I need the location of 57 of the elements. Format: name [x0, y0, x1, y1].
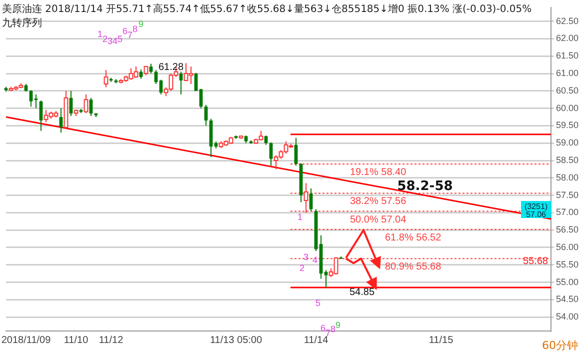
y-tick-label: 59.50 [556, 120, 579, 130]
y-tick-label: 61.50 [556, 50, 579, 61]
text: 九转序列 [2, 17, 42, 29]
y-tick-label: 56.00 [556, 242, 579, 252]
y-tick-label: 61.00 [556, 68, 579, 78]
ref-line-label: 50.0% 57.04 [350, 214, 407, 226]
y-tick-label: 55.50 [556, 259, 579, 270]
annotation: 1 [97, 29, 103, 39]
annotation: 8 [132, 24, 138, 34]
annotation: 3 [303, 252, 309, 262]
annotation: (3251) 57.06 [524, 202, 548, 219]
y-tick-label: 62.50 [556, 16, 579, 26]
text: 60分钟 [542, 339, 578, 352]
annotation: 1 [297, 212, 303, 222]
y-tick-label: 60.00 [556, 102, 579, 113]
annotation: 5 [117, 34, 123, 44]
candlestick [269, 142, 273, 166]
x-tick-label: 11/10 [64, 334, 89, 346]
annotation: 61.28 [158, 62, 184, 73]
y-tick-label: 54.50 [556, 294, 579, 304]
y-tick-label: 58.50 [556, 154, 579, 165]
ref-line-label: 61.8% 56.52 [385, 232, 442, 244]
annotation: 9 [335, 320, 341, 330]
annotation: 2 [102, 34, 108, 44]
y-tick-label: 57.00 [556, 207, 579, 218]
y-tick-label: 58.00 [556, 172, 579, 182]
annotation: 54.85 [349, 287, 375, 298]
y-tick-label: 60.50 [556, 85, 579, 96]
chart-title: 美原油连 2018/11/14 开55.71↑高55.74↑低55.67↑收55.68↓量563↓仓855185↓增0 振0.13% 涨(-0.03)-0.05% [2, 3, 532, 15]
x-tick-label: 11/13 05:00 [210, 334, 262, 346]
annotation: 6 [122, 26, 128, 36]
annotation: 5 [315, 298, 321, 308]
ref-line-label: 19.1% 58.40 [350, 166, 407, 178]
annotation: 58.2-58 [397, 179, 453, 194]
annotation: 55.68 [522, 256, 548, 267]
ref-line-label: 38.2% 57.56 [350, 196, 407, 208]
candlestick [34, 94, 38, 109]
x-tick-label: 11/15 [428, 334, 454, 346]
x-tick-label: 2018/11/09 [1, 334, 52, 346]
annotation: 2 [299, 263, 305, 273]
annotation: 9 [138, 19, 144, 29]
annotation: 4 [312, 255, 318, 265]
x-tick-label: 11/12 [98, 334, 124, 346]
annotation: 8 [330, 324, 336, 334]
annotation: 4 [112, 36, 118, 46]
y-tick-label: 57.50 [556, 190, 579, 200]
y-tick-label: 62.00 [556, 33, 579, 44]
ref-line-label: 80.9% 55.68 [385, 262, 442, 273]
candlestick [149, 63, 153, 74]
y-tick-label: 55.00 [556, 276, 579, 287]
y-tick-label: 56.50 [556, 224, 579, 235]
annotation: 3 [107, 36, 113, 46]
annotation: 6 [320, 323, 326, 333]
y-tick-label: 54.00 [556, 312, 579, 322]
y-tick-label: 59.00 [556, 138, 579, 148]
x-tick-label: 11/14 [304, 334, 329, 346]
annotation: 7 [127, 30, 133, 40]
